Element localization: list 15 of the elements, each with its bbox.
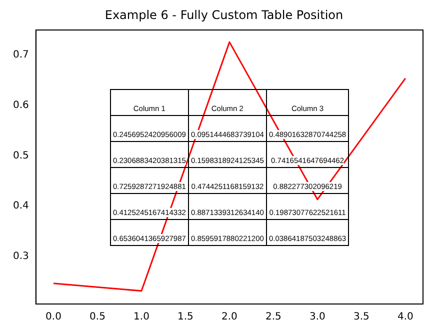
- chart-title: Example 6 - Fully Custom Table Position: [104, 8, 344, 22]
- x-tick-label: 3.0: [309, 312, 326, 323]
- x-tick-label: 1.5: [178, 312, 194, 323]
- x-tick-label: 0.5: [90, 312, 106, 323]
- y-tick-label: 0.3: [12, 250, 29, 262]
- x-tick-label: 3.5: [353, 312, 370, 323]
- x-tick-label: 4.0: [397, 312, 414, 323]
- y-tick-label: 0.5: [12, 150, 29, 162]
- x-tick-label: 0.0: [46, 312, 62, 323]
- x-tick-label: 2.0: [222, 312, 238, 323]
- y-tick-label: 0.4: [12, 200, 29, 212]
- y-tick-label: 0.7: [12, 50, 29, 61]
- x-tick-label: 1.0: [134, 312, 150, 323]
- y-tick-label: 0.6: [12, 100, 29, 112]
- x-tick-label: 2.5: [265, 312, 282, 323]
